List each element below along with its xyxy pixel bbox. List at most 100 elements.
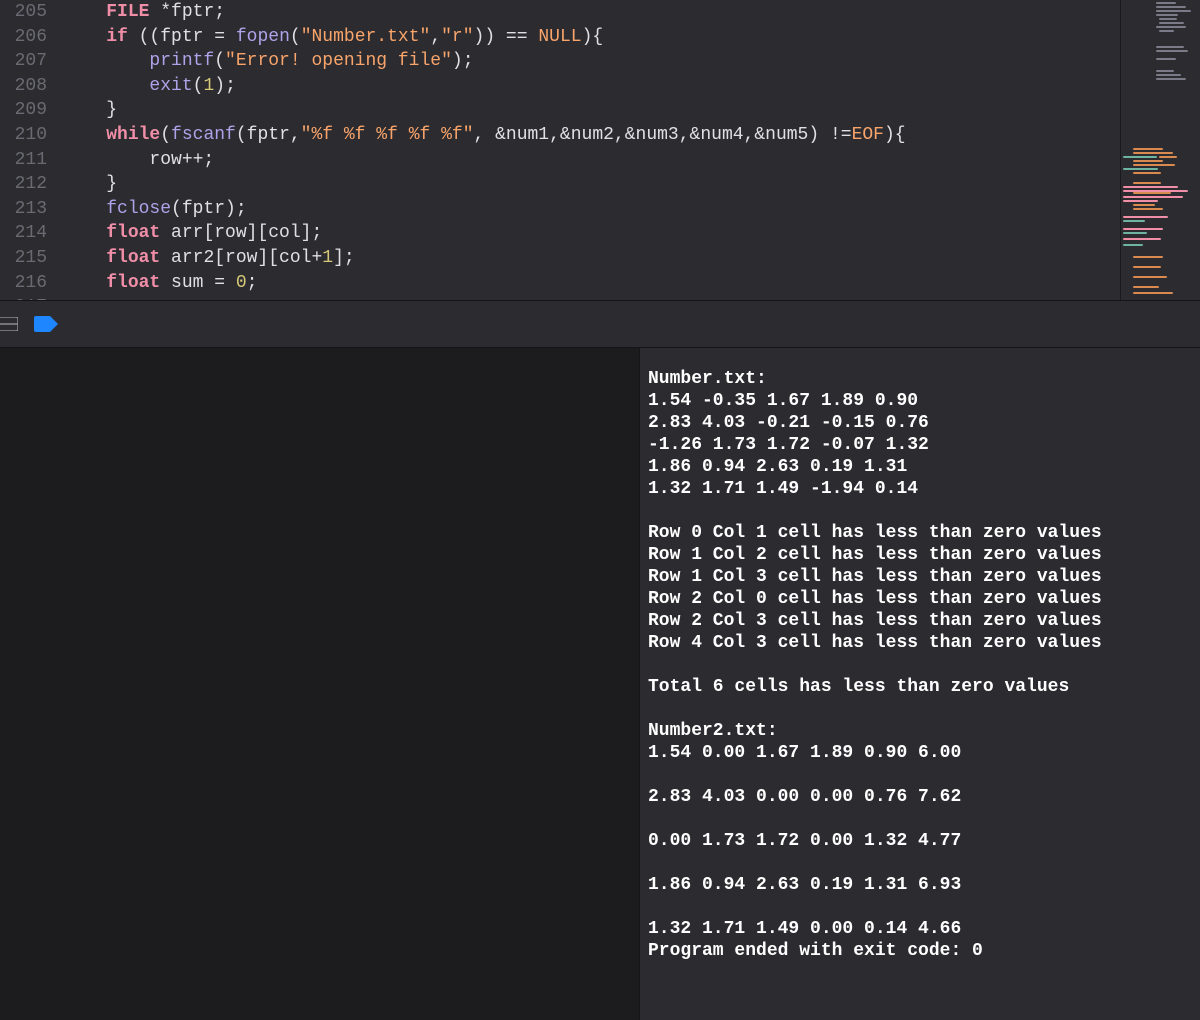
console-line: Program ended with exit code: 0 — [648, 940, 1192, 962]
minimap-line — [1159, 22, 1184, 24]
code-token: EOF — [852, 125, 884, 145]
code-line[interactable]: float arr2[row][col+1]; — [63, 246, 1120, 271]
code-token: 1 — [322, 248, 333, 268]
line-number: 213 — [0, 197, 47, 222]
code-token: FILE — [106, 2, 149, 22]
code-token: , — [430, 27, 441, 47]
code-line[interactable]: } — [63, 172, 1120, 197]
console-line — [648, 896, 1192, 918]
console-line — [648, 808, 1192, 830]
line-number-gutter: 205206207208209210211212213214215216217 — [0, 0, 55, 300]
minimap-line — [1156, 2, 1176, 4]
line-number: 214 — [0, 221, 47, 246]
line-number: 216 — [0, 271, 47, 296]
minimap-line — [1156, 26, 1186, 28]
code-line[interactable]: while(fscanf(fptr,"%f %f %f %f %f", &num… — [63, 123, 1120, 148]
line-number: 208 — [0, 74, 47, 99]
line-number: 210 — [0, 123, 47, 148]
code-line[interactable]: fclose(fptr); — [63, 197, 1120, 222]
console-line — [648, 852, 1192, 874]
console-line: -1.26 1.73 1.72 -0.07 1.32 — [648, 434, 1192, 456]
minimap-line — [1133, 164, 1175, 166]
code-token: ( — [290, 27, 301, 47]
minimap-line — [1156, 74, 1181, 76]
code-token: ]; — [333, 248, 355, 268]
code-token: fopen — [236, 27, 290, 47]
code-line[interactable]: printf("Error! opening file"); — [63, 49, 1120, 74]
code-line[interactable]: } — [63, 98, 1120, 123]
code-token: while — [106, 125, 160, 145]
console-line — [648, 654, 1192, 676]
console-output[interactable]: Number.txt:1.54 -0.35 1.67 1.89 0.902.83… — [640, 348, 1200, 1020]
minimap-line — [1133, 192, 1171, 194]
console-line: Row 2 Col 3 cell has less than zero valu… — [648, 610, 1192, 632]
code-line[interactable]: row++; — [63, 148, 1120, 173]
bottom-panes: Number.txt:1.54 -0.35 1.67 1.89 0.902.83… — [0, 348, 1200, 1020]
code-token: ((fptr = — [128, 27, 236, 47]
minimap-line — [1123, 200, 1158, 202]
minimap-line — [1156, 46, 1184, 48]
minimap-line — [1123, 168, 1158, 170]
console-line: 1.54 0.00 1.67 1.89 0.90 6.00 — [648, 742, 1192, 764]
code-token: } — [63, 100, 117, 120]
code-token: 1 — [203, 76, 214, 96]
console-line: Row 0 Col 1 cell has less than zero valu… — [648, 522, 1192, 544]
code-token: exit — [149, 76, 192, 96]
line-number: 211 — [0, 148, 47, 173]
code-token — [63, 2, 106, 22]
code-line[interactable]: exit(1); — [63, 74, 1120, 99]
code-token: NULL — [538, 27, 581, 47]
code-token: "r" — [441, 27, 473, 47]
variables-pane[interactable] — [0, 348, 640, 1020]
code-token: float — [106, 273, 160, 293]
console-line — [648, 500, 1192, 522]
code-token — [63, 199, 106, 219]
console-line: Row 2 Col 0 cell has less than zero valu… — [648, 588, 1192, 610]
minimap-line — [1123, 244, 1143, 246]
code-token — [63, 76, 149, 96]
code-token: *fptr; — [149, 2, 225, 22]
code-token: float — [106, 223, 160, 243]
code-token: row++; — [63, 150, 214, 170]
minimap-line — [1123, 156, 1157, 158]
line-number: 209 — [0, 98, 47, 123]
minimap[interactable] — [1120, 0, 1200, 300]
panel-toggle-icon[interactable] — [0, 310, 22, 338]
code-token: ( — [160, 125, 171, 145]
console-line: 1.86 0.94 2.63 0.19 1.31 6.93 — [648, 874, 1192, 896]
minimap-line — [1133, 172, 1161, 174]
code-token: "Number.txt" — [301, 27, 431, 47]
code-line[interactable]: float arr[row][col]; — [63, 221, 1120, 246]
minimap-line — [1156, 70, 1174, 72]
code-token — [63, 51, 149, 71]
code-line[interactable]: FILE *fptr; — [63, 0, 1120, 25]
breakpoint-tag-icon[interactable] — [32, 310, 60, 338]
minimap-line — [1159, 18, 1177, 20]
code-token — [63, 273, 106, 293]
minimap-line — [1123, 220, 1145, 222]
console-line: 1.32 1.71 1.49 0.00 0.14 4.66 — [648, 918, 1192, 940]
minimap-line — [1133, 152, 1173, 154]
code-area[interactable]: FILE *fptr; if ((fptr = fopen("Number.tx… — [55, 0, 1120, 300]
code-token: "%f %f %f %f %f" — [301, 125, 474, 145]
code-token: if — [106, 27, 128, 47]
code-token: ); — [214, 76, 236, 96]
minimap-line — [1133, 182, 1161, 184]
console-line: 1.86 0.94 2.63 0.19 1.31 — [648, 456, 1192, 478]
code-token: , &num1,&num2,&num3,&num4,&num5) != — [474, 125, 852, 145]
code-token: ( — [193, 76, 204, 96]
minimap-line — [1156, 58, 1176, 60]
minimap-line — [1123, 216, 1168, 218]
code-token: fscanf — [171, 125, 236, 145]
minimap-line — [1133, 208, 1163, 210]
code-token — [63, 27, 106, 47]
code-line[interactable]: float sum = 0; — [63, 271, 1120, 296]
minimap-line — [1156, 50, 1188, 52]
code-token: arr2[row][col+ — [160, 248, 322, 268]
code-line[interactable]: if ((fptr = fopen("Number.txt","r")) == … — [63, 25, 1120, 50]
console-line: 2.83 4.03 -0.21 -0.15 0.76 — [648, 412, 1192, 434]
line-number: 205 — [0, 0, 47, 25]
console-line: 1.54 -0.35 1.67 1.89 0.90 — [648, 390, 1192, 412]
minimap-line — [1156, 6, 1186, 8]
code-token: } — [63, 174, 117, 194]
